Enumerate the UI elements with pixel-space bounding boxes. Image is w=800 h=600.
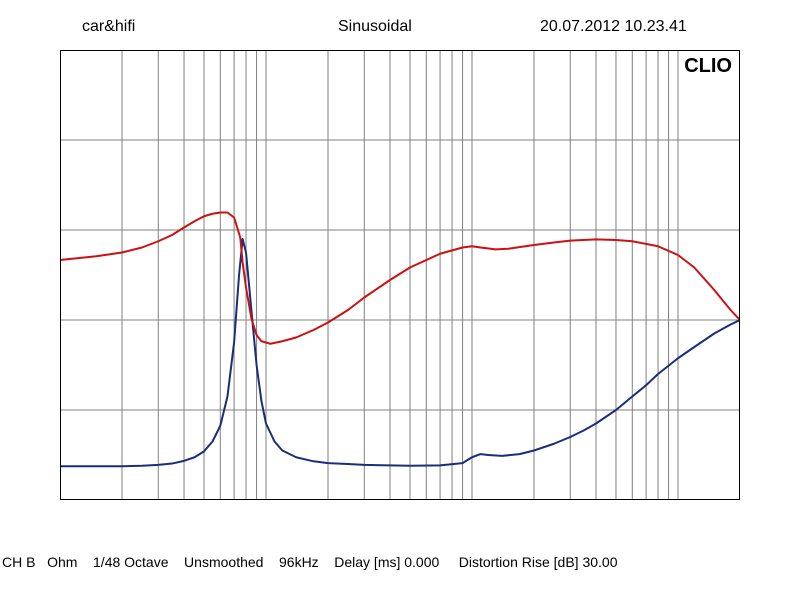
header-left: car&hifi	[82, 18, 135, 36]
footer-block: CH B Ohm 1/48 Octave Unsmoothed 96kHz De…	[0, 510, 800, 600]
plot-frame	[60, 50, 740, 500]
chart-svg: 0.020.040.060.080.0100.0 -180.-108.-36.0…	[60, 50, 740, 500]
brand-logo: CLIO	[684, 55, 732, 77]
header-center: Sinusoidal	[338, 18, 412, 36]
footer-line-1: CH B Ohm 1/48 Octave Unsmoothed 96kHz De…	[0, 552, 800, 573]
page-root: car&hifi Sinusoidal 20.07.2012 10.23.41 …	[0, 0, 800, 600]
header-right: 20.07.2012 10.23.41	[540, 18, 687, 36]
series-phase	[60, 213, 740, 344]
impedance-phase-chart: 0.020.040.060.080.0100.0 -180.-108.-36.0…	[60, 50, 740, 500]
